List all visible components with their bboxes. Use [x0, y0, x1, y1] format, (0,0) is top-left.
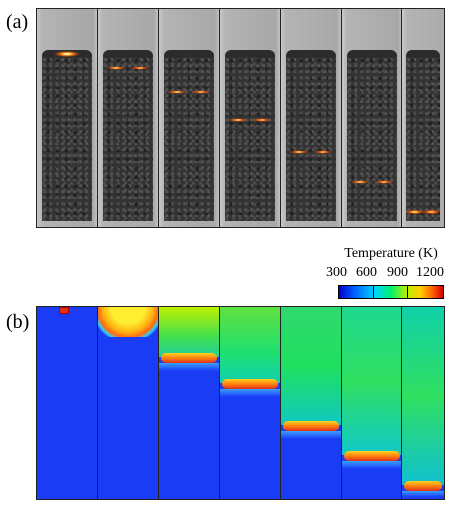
front-halo: [220, 389, 280, 397]
photo-tube-5: [280, 8, 342, 228]
burnt-zone: [159, 307, 219, 357]
combustion-front: [222, 379, 278, 389]
packed-bed: [406, 50, 440, 221]
temperature-colorbar: [338, 285, 444, 299]
sim-tube-2: [97, 306, 159, 500]
sim-tube-5: [280, 306, 342, 500]
photo-tube-6: [341, 8, 403, 228]
ignition-spot: [59, 307, 69, 314]
hot-zone: [98, 307, 158, 337]
packed-bed: [225, 50, 275, 221]
packed-bed: [347, 50, 397, 221]
panel-label-b: (b): [6, 311, 30, 333]
front-halo: [159, 363, 219, 371]
front-halo: [281, 431, 341, 439]
combustion-front: [404, 481, 442, 491]
photo-tube-2: [97, 8, 159, 228]
colorbar-tick-label: 900: [387, 265, 408, 280]
front-halo: [342, 461, 402, 469]
burnt-zone: [220, 307, 280, 383]
flame-front: [98, 61, 158, 75]
photo-tube-3: [158, 8, 220, 228]
panel-label-a: (a): [6, 11, 29, 33]
combustion-front: [283, 421, 339, 431]
sim-tube-6: [341, 306, 403, 500]
sim-tube-1: [36, 306, 98, 500]
combustion-front: [161, 353, 217, 363]
packed-bed: [103, 50, 153, 221]
packed-bed: [42, 50, 92, 221]
sim-tube-3: [158, 306, 220, 500]
photo-tube-4: [219, 8, 281, 228]
colorbar-tick-label: 300: [326, 265, 347, 280]
flame-front: [281, 145, 341, 159]
packed-bed: [164, 50, 214, 221]
flame-front: [402, 205, 444, 219]
burnt-zone: [342, 307, 402, 455]
flame-front: [37, 47, 97, 61]
front-halo: [402, 491, 444, 497]
burnt-zone: [402, 307, 444, 485]
flame-front: [220, 113, 280, 127]
combustion-front: [344, 451, 400, 461]
flame-front: [159, 85, 219, 99]
colorbar-tick: [373, 286, 374, 298]
flame-front: [342, 175, 402, 189]
sim-tube-7: [401, 306, 445, 500]
photo-tube-7: [401, 8, 445, 228]
photo-tube-1: [36, 8, 98, 228]
colorbar-tick: [407, 286, 408, 298]
burnt-zone: [281, 307, 341, 425]
packed-bed: [286, 50, 336, 221]
colorbar-tick-label: 600: [356, 265, 377, 280]
colorbar-title: Temperature (K): [344, 246, 438, 261]
sim-tube-4: [219, 306, 281, 500]
colorbar-tick-label: 1200: [416, 265, 444, 280]
